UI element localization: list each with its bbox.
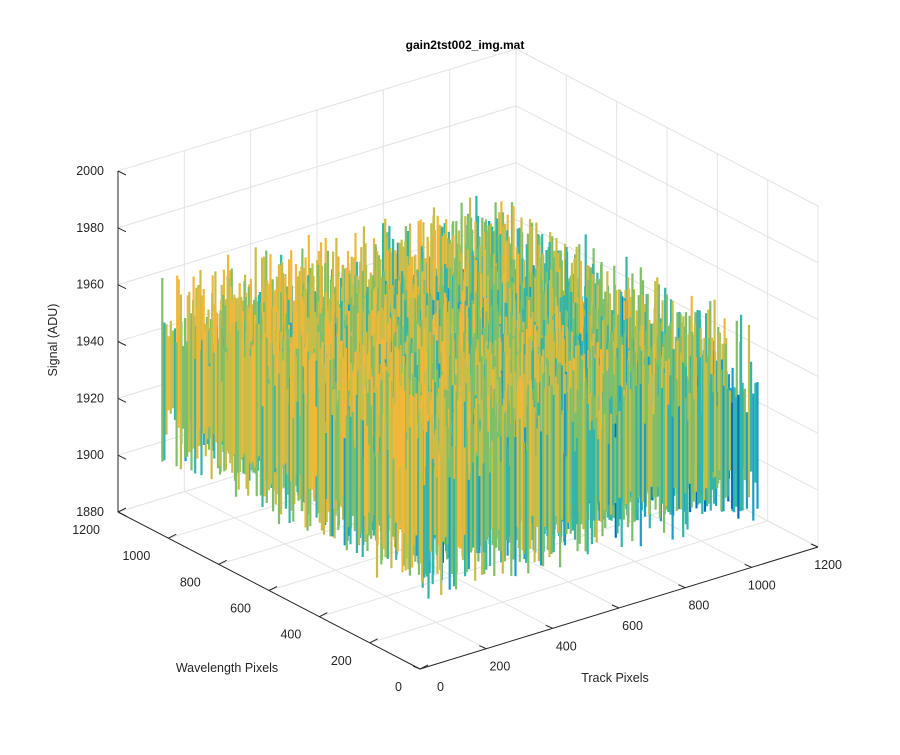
z-tick-label: 1900 (76, 448, 104, 462)
z-axis-label: Signal (ADU) (46, 304, 60, 377)
x-tick (545, 624, 553, 629)
z-tick (117, 454, 127, 460)
z-tick (117, 227, 127, 233)
z-tick (117, 397, 127, 403)
y-tick-label: 800 (180, 575, 201, 589)
y-tick-label: 0 (395, 680, 402, 694)
z-tick (117, 284, 127, 290)
axes (117, 170, 819, 670)
y-tick-label: 400 (280, 628, 301, 642)
y-tick (268, 586, 278, 591)
x-tick (479, 645, 487, 650)
z-tick-label: 2000 (76, 164, 104, 178)
z-tick-label: 1940 (76, 335, 104, 349)
x-tick (678, 584, 686, 589)
x-tick-label: 1200 (814, 558, 842, 572)
chart-title: gain2tst002_img.mat (406, 38, 525, 52)
grid-line (117, 48, 517, 172)
x-tick-label: 200 (489, 660, 510, 674)
grid-line (515, 105, 819, 264)
y-tick-label: 600 (230, 602, 251, 616)
x-tick-label: 400 (556, 639, 577, 653)
grid-line (117, 162, 517, 286)
x-tick-label: 1000 (748, 578, 776, 592)
x-tick (744, 563, 752, 568)
x-tick-label: 0 (437, 680, 444, 694)
z-tick (117, 511, 127, 517)
x-axis-label: Track Pixels (581, 671, 649, 685)
z-tick-label: 1880 (76, 505, 104, 519)
y-tick (168, 533, 177, 539)
x-tick-label: 600 (622, 619, 643, 633)
grid-line (369, 520, 768, 644)
z-tick (117, 341, 127, 346)
tick-labels: 0 200 400 600 800 1000 1200 0 200 400 600 800 1000 12… (72, 164, 842, 694)
x-tick (412, 665, 421, 670)
z-tick-label: 1960 (76, 278, 104, 292)
z-tick-label: 1980 (76, 221, 104, 235)
y-tick (369, 638, 378, 644)
x-tick (810, 543, 819, 548)
y-tick (419, 664, 429, 670)
grid-line (319, 494, 718, 618)
y-tick (117, 507, 127, 513)
grid-line (515, 48, 819, 207)
y-tick (218, 559, 227, 565)
y-axis-label: Wavelength Pixels (176, 661, 278, 675)
y-tick-label: 1000 (122, 549, 150, 563)
x-tick (611, 604, 620, 609)
z-tick (117, 170, 127, 176)
y-tick-label: 200 (331, 654, 352, 668)
z-tick-label: 1920 (76, 391, 104, 405)
y-tick-label: 1200 (72, 523, 100, 537)
x-tick-label: 800 (688, 599, 709, 613)
y-tick (319, 612, 328, 618)
grid-line (515, 162, 819, 321)
surface (161, 195, 759, 599)
grid-line (117, 105, 517, 229)
